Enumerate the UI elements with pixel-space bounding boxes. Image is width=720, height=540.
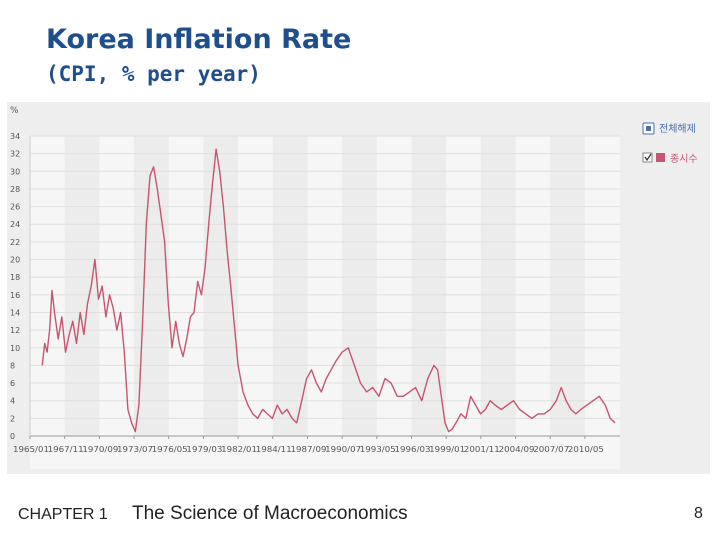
series-color-swatch xyxy=(656,153,665,162)
y-tick-label: 30 xyxy=(10,167,20,176)
x-tick-label: 1965/01 xyxy=(13,445,49,454)
y-tick-label: 14 xyxy=(10,308,20,317)
x-tick-label: 2007/07 xyxy=(533,445,569,454)
y-tick-label: 28 xyxy=(10,185,20,194)
plot-band xyxy=(272,136,308,436)
y-tick-label: 24 xyxy=(10,220,20,229)
x-tick-label: 1990/07 xyxy=(325,445,361,454)
x-tick-label: 1982/01 xyxy=(221,445,257,454)
y-tick-label: 22 xyxy=(10,238,20,247)
legend-label[interactable]: 종시수 xyxy=(670,153,698,165)
plot-band xyxy=(550,136,585,436)
chapter-label: CHAPTER 1 xyxy=(18,506,108,523)
series-checkbox-icon[interactable] xyxy=(642,152,653,163)
x-tick-label: 1979/03 xyxy=(186,445,222,454)
chart-panel: 0 2 4 6 8 10 12 14 16 18 20 22 24 26 28 30 32 34 1965/01 1… xyxy=(7,102,710,474)
x-tick-label: 1984/11 xyxy=(256,445,292,454)
y-tick-label: 4 xyxy=(10,397,15,406)
y-tick-label: 26 xyxy=(10,203,20,212)
y-tick-label: 0 xyxy=(10,432,15,441)
plot-band xyxy=(64,136,100,436)
y-tick-label: 12 xyxy=(10,326,20,335)
x-tick-label: 2010/05 xyxy=(568,445,604,454)
x-tick-label: 1987/09 xyxy=(290,445,326,454)
chart-subtitle: (CPI, % per year) xyxy=(46,62,261,86)
plot-band xyxy=(480,136,516,436)
x-tick-label: 2004/09 xyxy=(499,445,535,454)
x-tick-label: 1973/07 xyxy=(117,445,153,454)
y-tick-label: 8 xyxy=(10,361,15,370)
legend-label[interactable]: 전체해제 xyxy=(659,122,696,135)
x-tick-label: 1999/01 xyxy=(429,445,465,454)
y-tick-label: 34 xyxy=(10,132,20,141)
chart-title: Korea Inflation Rate xyxy=(46,24,352,55)
x-tick-label: 1996/03 xyxy=(395,445,431,454)
y-tick-label: 6 xyxy=(10,379,15,388)
x-tick-label: 1976/05 xyxy=(152,445,188,454)
x-tick-label: 1993/05 xyxy=(360,445,396,454)
check-mark-icon xyxy=(644,153,652,162)
chapter-title: The Science of Macroeconomics xyxy=(132,503,408,524)
y-tick-label: 16 xyxy=(10,291,20,300)
page-number: 8 xyxy=(694,505,703,522)
x-tick-label: 2001/11 xyxy=(464,445,500,454)
plot-area-background xyxy=(30,136,620,469)
series-line xyxy=(41,148,616,433)
y-tick-label: 32 xyxy=(10,150,20,159)
y-tick-label: 2 xyxy=(10,414,15,423)
y-axis-unit-label: % xyxy=(10,106,19,116)
y-tick-label: 18 xyxy=(10,273,20,282)
y-tick-label: 10 xyxy=(10,344,20,353)
x-tick-label: 1967/11 xyxy=(48,445,84,454)
x-tick-label: 1970/09 xyxy=(82,445,118,454)
plot-band xyxy=(342,136,377,436)
clear-all-icon-inner xyxy=(646,126,651,131)
y-tick-label: 20 xyxy=(10,256,20,265)
